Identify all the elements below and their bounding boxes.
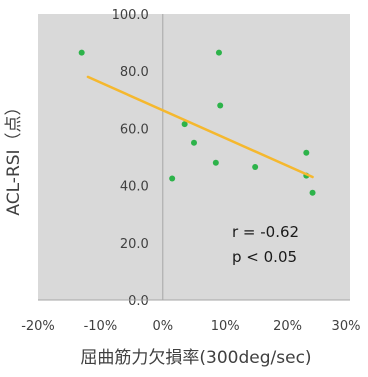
x-tick-label: 0% xyxy=(152,319,173,334)
x-tick-label: -20% xyxy=(21,319,55,334)
x-axis-title: 屈曲筋力欠損率(300deg/sec) xyxy=(80,348,311,368)
x-tick-label: 20% xyxy=(273,319,302,334)
x-axis-ticks: -20% -10% 0% 10% 20% 30% xyxy=(21,319,360,334)
x-tick-label: -10% xyxy=(84,319,118,334)
data-point xyxy=(303,149,310,156)
p-value-annotation: p < 0.05 xyxy=(232,248,297,266)
data-point xyxy=(252,164,259,171)
y-axis-title: ACL-RSI（点） xyxy=(4,98,24,215)
y-tick-label: 40.0 xyxy=(120,180,149,195)
y-tick-label: 0.0 xyxy=(128,294,149,309)
y-tick-label: 60.0 xyxy=(120,122,149,137)
data-point xyxy=(217,102,224,109)
x-tick-label: 10% xyxy=(211,319,240,334)
data-point xyxy=(212,159,219,166)
data-point xyxy=(181,121,188,128)
y-tick-label: 20.0 xyxy=(120,237,149,252)
trendline xyxy=(86,75,314,179)
data-point xyxy=(309,189,316,196)
data-points xyxy=(78,49,316,196)
data-point xyxy=(215,49,222,56)
y-tick-label: 100.0 xyxy=(112,8,149,23)
data-point xyxy=(78,49,85,56)
correlation-annotation: r = -0.62 xyxy=(232,223,299,241)
plot-area xyxy=(38,14,350,300)
y-tick-label: 80.0 xyxy=(120,65,149,80)
data-point xyxy=(169,175,176,182)
data-point xyxy=(191,139,197,146)
x-tick-label: 30% xyxy=(332,319,361,334)
y-axis-ticks: 0.0 20.0 40.0 60.0 80.0 100.0 xyxy=(112,8,149,309)
